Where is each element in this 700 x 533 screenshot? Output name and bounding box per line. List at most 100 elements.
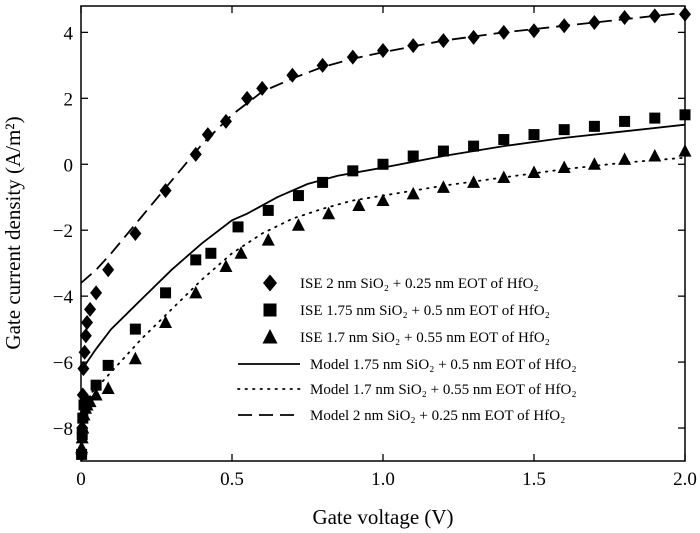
- triangle-point: [77, 407, 91, 421]
- x-tick-label: 2.0: [673, 469, 697, 490]
- diamond-point: [497, 24, 510, 40]
- triangle-point: [376, 193, 390, 207]
- diamond-point: [102, 262, 115, 278]
- diamond-point: [316, 57, 329, 73]
- square-point: [76, 448, 88, 460]
- triangle-point: [159, 315, 173, 329]
- square-point: [317, 176, 329, 188]
- square-point: [588, 120, 600, 132]
- square-point: [292, 190, 304, 202]
- diamond-point: [84, 301, 97, 317]
- triangle-point: [648, 149, 662, 162]
- y-axis-label: Gate current density (A/m²): [1, 116, 25, 349]
- square-point: [498, 134, 510, 146]
- square-point: [377, 158, 389, 170]
- triangle-point: [497, 170, 511, 183]
- square-point: [649, 112, 661, 124]
- triangle-point: [219, 259, 233, 272]
- triangle-point: [406, 186, 420, 200]
- legend-label: ISE 1.75 nm SiO₂ + 0.5 nm EOT of HfO₂: [300, 303, 550, 319]
- x-tick-label: 1.0: [371, 469, 395, 490]
- square-point: [407, 150, 419, 162]
- x-tick-label: 1.5: [522, 469, 546, 490]
- model-dotted-line: [80, 156, 686, 403]
- square-point: [160, 287, 172, 299]
- x-axis-label: Gate voltage (V): [312, 505, 453, 529]
- y-tick-label: 4: [64, 23, 74, 44]
- triangle-point: [261, 233, 275, 246]
- triangle-point: [678, 144, 692, 157]
- square-point: [90, 379, 102, 391]
- triangle-point: [75, 440, 89, 454]
- square-point: [468, 140, 480, 152]
- square-point: [190, 254, 202, 266]
- diamond-point: [618, 10, 631, 26]
- diamond-point: [648, 8, 661, 24]
- square-point: [205, 247, 217, 259]
- triangle-point: [189, 285, 203, 299]
- diamond-point: [79, 328, 92, 344]
- diamond-point: [528, 23, 540, 39]
- triangle-point: [587, 157, 601, 170]
- diamond-point: [77, 361, 90, 377]
- diamond-point: [286, 67, 299, 83]
- x-tick-label: 0: [76, 469, 86, 490]
- diamond-point: [129, 226, 142, 241]
- legend-label: Model 1.75 nm SiO₂ + 0.5 nm EOT of HfO₂: [310, 357, 577, 373]
- triangle-point: [262, 329, 278, 344]
- diamond-point: [201, 127, 214, 143]
- square-point: [437, 145, 449, 157]
- legend-label: Model 1.7 nm SiO₂ + 0.55 nm EOT of HfO₂: [310, 382, 577, 398]
- diamond-point: [346, 49, 359, 65]
- square-point: [347, 165, 359, 177]
- diamond-point: [90, 285, 103, 301]
- triangle-point: [467, 175, 481, 188]
- triangle-point: [291, 218, 305, 231]
- diamond-point: [189, 146, 202, 162]
- diamond-point: [377, 43, 389, 59]
- y-tick-label: −8: [53, 419, 73, 440]
- triangle-point: [557, 160, 571, 174]
- diamond-point: [241, 90, 254, 106]
- square-point: [528, 129, 540, 141]
- diamond-point: [219, 113, 232, 129]
- triangle-point: [234, 246, 248, 259]
- square-point: [619, 115, 631, 127]
- triangle-point: [322, 206, 336, 220]
- diamond-point: [437, 33, 450, 49]
- square-point: [558, 124, 570, 136]
- square-point: [262, 204, 274, 216]
- square-point: [263, 303, 277, 317]
- legend-label: ISE 1.7 nm SiO₂ + 0.55 nm EOT of HfO₂: [300, 330, 550, 346]
- triangle-point: [527, 165, 541, 179]
- diamond-point: [81, 315, 94, 331]
- triangle-point: [83, 394, 97, 408]
- square-point: [102, 359, 114, 371]
- x-tick-label: 0.5: [220, 469, 244, 490]
- y-tick-label: 2: [64, 89, 74, 110]
- diamond-point: [467, 29, 480, 45]
- legend-label: ISE 2 nm SiO₂ + 0.25 nm EOT of HfO₂: [300, 276, 539, 292]
- diamond-point: [558, 18, 571, 34]
- triangle-point: [618, 152, 632, 165]
- triangle-point: [76, 421, 90, 434]
- square-point: [679, 109, 691, 121]
- triangle-point: [101, 381, 115, 394]
- y-tick-label: −4: [53, 287, 74, 308]
- ise-points: [75, 6, 692, 462]
- y-tick-label: 0: [64, 155, 74, 176]
- triangle-point: [352, 198, 366, 211]
- square-point: [129, 323, 141, 335]
- legend-label: Model 2 nm SiO₂ + 0.25 nm EOT of HfO₂: [310, 408, 565, 424]
- square-point: [232, 221, 244, 233]
- model-solid-line: [80, 123, 686, 373]
- y-tick-label: −6: [53, 353, 73, 374]
- legend: ISE 2 nm SiO₂ + 0.25 nm EOT of HfO₂ ISE 1…: [237, 274, 577, 424]
- diamond-point: [78, 344, 91, 360]
- triangle-point: [436, 180, 450, 193]
- diamond-point: [588, 14, 601, 30]
- diamond-point: [263, 274, 277, 292]
- diamond-point: [407, 38, 420, 54]
- diamond-point: [679, 6, 691, 22]
